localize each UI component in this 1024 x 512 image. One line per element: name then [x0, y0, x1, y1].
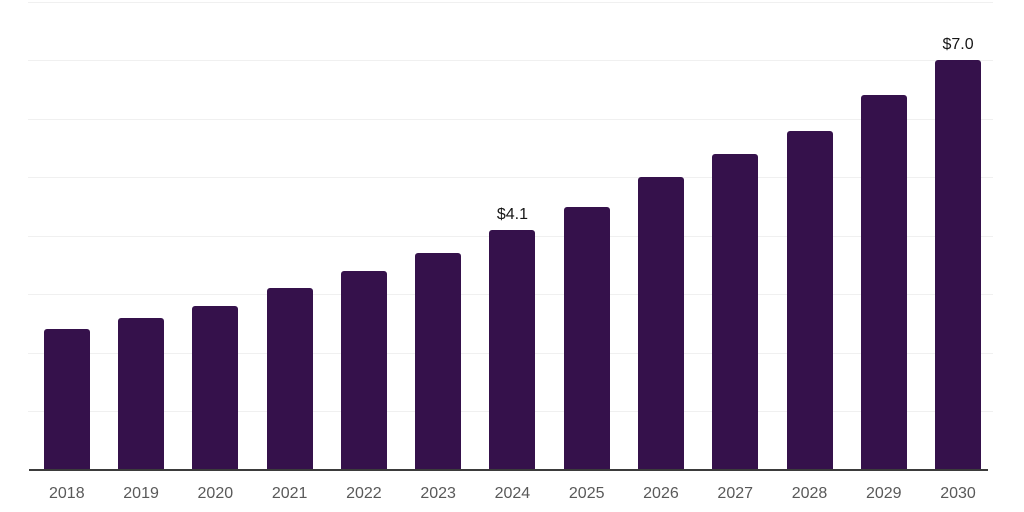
gridline-y5 [28, 177, 993, 179]
gridline-y8 [28, 1, 993, 3]
x-tick-2022: 2022 [346, 485, 382, 502]
x-tick-2020: 2020 [197, 485, 234, 502]
x-tick-2028: 2028 [791, 485, 828, 502]
x-tick-2021: 2021 [271, 485, 308, 502]
x-tick-2019: 2019 [123, 485, 159, 502]
data-label-2030: $7.0 [942, 36, 974, 54]
bar-2024 [489, 229, 536, 470]
x-tick-2023: 2023 [420, 485, 456, 502]
x-tick-2026: 2026 [643, 485, 679, 502]
data-label-2024: $4.1 [496, 205, 528, 223]
bar-2027 [712, 153, 759, 470]
bar-2029 [860, 95, 907, 470]
x-tick-2018: 2018 [49, 485, 85, 502]
bar-2026 [637, 177, 684, 470]
x-tick-2029: 2029 [865, 485, 902, 502]
gridline-y6 [28, 118, 993, 120]
bar-2025 [563, 206, 610, 470]
x-tick-2027: 2027 [717, 485, 754, 502]
bar-2021 [266, 288, 313, 470]
x-axis-line [29, 468, 988, 471]
bar-2023 [415, 253, 462, 470]
bar-2020 [192, 305, 239, 470]
bar-2022 [340, 270, 387, 470]
x-tick-2024: 2024 [494, 485, 531, 502]
x-tick-2025: 2025 [568, 485, 605, 502]
bar-2018 [43, 329, 90, 470]
bar-2019 [118, 317, 165, 470]
bar-2030 [935, 60, 982, 470]
gridline-y7 [28, 60, 993, 62]
bar-2028 [786, 130, 833, 470]
x-tick-2030: 2030 [940, 485, 976, 502]
